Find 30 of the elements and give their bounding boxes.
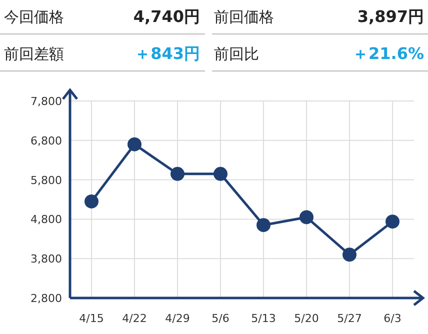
- point: [170, 166, 184, 181]
- point: [214, 166, 228, 181]
- x-tick-label: 4/29: [165, 312, 190, 325]
- x-tick-label: 4/22: [122, 312, 147, 325]
- x-tick-label: 5/13: [251, 312, 276, 325]
- y-tick-label: 4,800: [30, 213, 62, 226]
- x-tick-label: 5/20: [294, 312, 319, 325]
- point: [128, 137, 142, 152]
- point: [300, 210, 314, 224]
- x-tick-label: 5/27: [337, 312, 362, 325]
- x-tick-label: 5/6: [212, 312, 230, 325]
- text: 4,740円: [133, 7, 200, 26]
- x-tick-label: 4/15: [79, 312, 104, 325]
- text: 前回価格: [214, 8, 274, 26]
- y-tick-label: 3,800: [30, 252, 62, 266]
- text: 前回差額: [4, 45, 64, 63]
- text: 前回比: [214, 45, 259, 63]
- y-tick-label: 6,800: [30, 134, 62, 148]
- x-tick-label: 6/3: [384, 312, 402, 325]
- text: 今回価格: [4, 8, 64, 26]
- y-tick-label: 7,800: [30, 95, 62, 108]
- text: ＋21.6%: [352, 44, 424, 63]
- point: [342, 248, 356, 262]
- point: [386, 214, 400, 229]
- text: 3,897円: [357, 7, 424, 26]
- y-tick-label: 5,800: [30, 174, 62, 187]
- point: [256, 218, 270, 232]
- text: ＋843円: [134, 44, 200, 63]
- y-tick-label: 2,800: [30, 292, 62, 305]
- point: [84, 194, 98, 208]
